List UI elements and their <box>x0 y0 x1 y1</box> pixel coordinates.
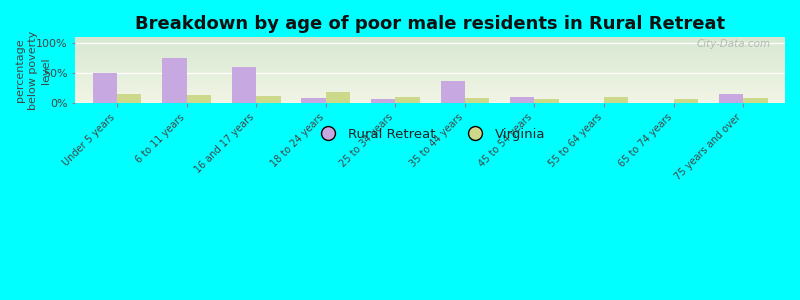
Bar <box>256 95 281 103</box>
Legend: Rural Retreat, Virginia: Rural Retreat, Virginia <box>310 123 550 146</box>
Bar <box>93 73 117 103</box>
Y-axis label: percentage
below poverty
level: percentage below poverty level <box>15 31 51 110</box>
Bar <box>117 94 142 103</box>
Bar <box>510 97 534 103</box>
Bar <box>371 99 395 103</box>
Bar <box>743 98 768 103</box>
Bar <box>186 95 211 103</box>
Title: Breakdown by age of poor male residents in Rural Retreat: Breakdown by age of poor male residents … <box>135 15 725 33</box>
Bar <box>604 97 629 103</box>
Text: City-Data.com: City-Data.com <box>697 39 771 49</box>
Bar <box>465 98 490 103</box>
Bar <box>162 58 186 103</box>
Bar <box>395 97 420 103</box>
Bar <box>674 98 698 103</box>
Bar <box>534 99 559 103</box>
Bar <box>719 94 743 103</box>
Bar <box>302 98 326 103</box>
Bar <box>232 67 256 103</box>
Bar <box>326 92 350 103</box>
Bar <box>441 80 465 103</box>
